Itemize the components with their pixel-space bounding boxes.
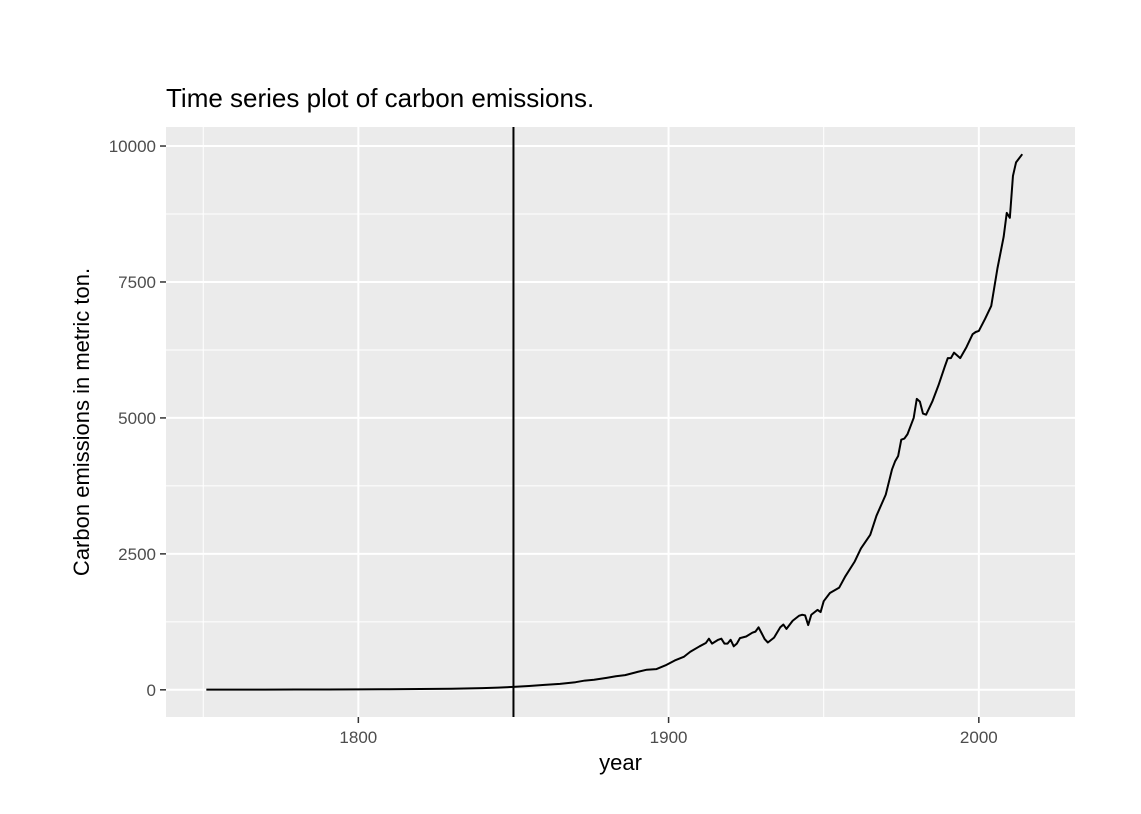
y-tick-label-4: 10000 [109, 137, 156, 156]
x-tick-label-0: 1800 [339, 728, 377, 747]
chart-title: Time series plot of carbon emissions. [166, 83, 594, 113]
y-tick-label-0: 0 [147, 681, 156, 700]
x-axis-label: year [599, 750, 642, 775]
y-tick-label-1: 2500 [118, 545, 156, 564]
y-tick-label-3: 7500 [118, 273, 156, 292]
y-tick-label-2: 5000 [118, 409, 156, 428]
x-tick-label-2: 2000 [960, 728, 998, 747]
plot-panel [166, 127, 1075, 717]
series-line [206, 153, 1024, 691]
y-axis-label: Carbon emissions in metric ton. [69, 268, 94, 576]
x-tick-label-1: 1900 [650, 728, 688, 747]
